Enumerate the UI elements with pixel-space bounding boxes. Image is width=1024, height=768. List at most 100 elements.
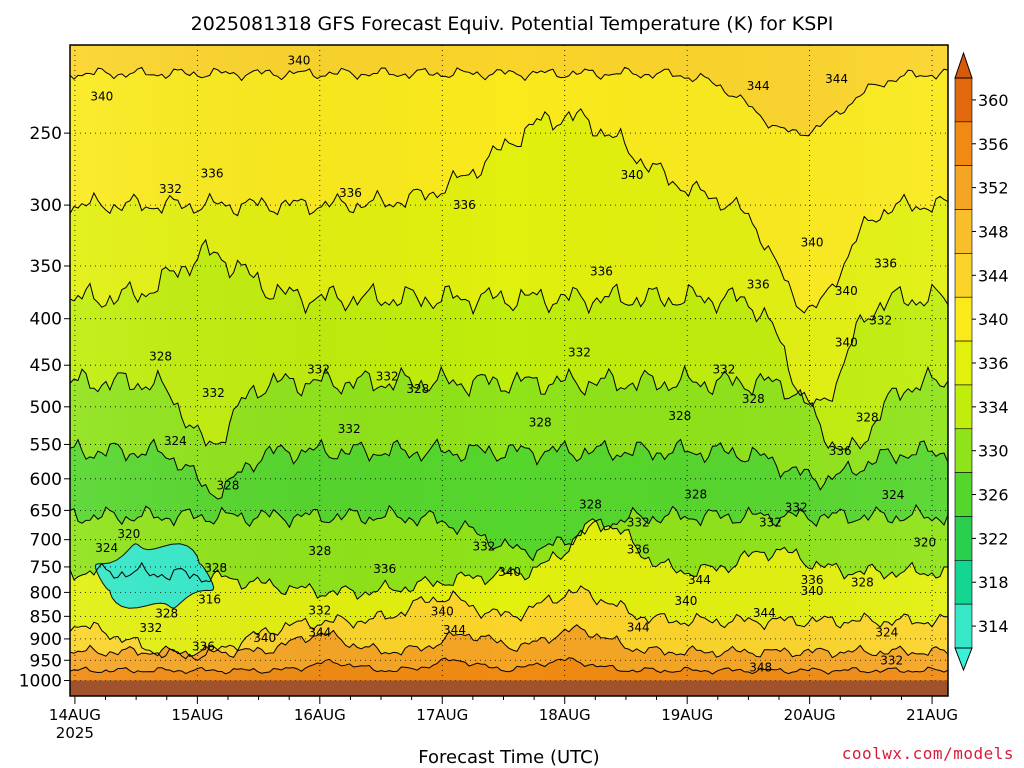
contour-label: 328 xyxy=(155,607,178,621)
contour-label: 336 xyxy=(874,257,897,271)
contour-label: 344 xyxy=(688,573,711,587)
contour-label: 340 xyxy=(801,236,824,250)
theta-e-bands xyxy=(70,45,948,696)
plot-area: 340 340 344 344 336 332 336 336 340 340 336 336 336 3… xyxy=(70,45,948,696)
contour-label: 340 xyxy=(253,631,276,645)
contour-label: 336 xyxy=(373,562,396,576)
colorbar: 360 356 352 348 344 340 336 334 330 326 322 318 314 xyxy=(954,51,1009,672)
colorbar-top-arrow xyxy=(954,51,973,79)
colorbar-swatch xyxy=(954,384,973,430)
contour-label: 320 xyxy=(117,527,140,541)
contour-label: 344 xyxy=(825,72,848,86)
gridlines xyxy=(70,45,948,696)
y-tick-label: 550 xyxy=(30,435,62,455)
contour-label: 332 xyxy=(202,386,225,400)
x-axis-label: Forecast Time (UTC) xyxy=(418,747,599,768)
y-tick-label: 600 xyxy=(30,470,62,490)
contour-label: 348 xyxy=(749,660,772,674)
contour-label: 320 xyxy=(913,535,936,549)
y-tick-label: 350 xyxy=(30,257,62,277)
colorbar-swatch xyxy=(954,516,973,561)
colorbar-swatch xyxy=(954,77,973,123)
contour-label: 340 xyxy=(90,90,113,104)
contour-label: 340 xyxy=(835,284,858,298)
contour-label: 336 xyxy=(201,167,224,181)
contour-label: 328 xyxy=(684,487,707,501)
contour-line xyxy=(70,438,948,500)
x-tick-sublabel: 2025 xyxy=(56,724,94,742)
contour-line xyxy=(70,585,948,661)
x-tick-label: 20AUG xyxy=(784,706,836,724)
contour-label: 328 xyxy=(406,382,429,396)
colorbar-tick-label: 360 xyxy=(978,91,1009,110)
contour-label: 340 xyxy=(674,594,697,608)
contour-label: 336 xyxy=(627,543,650,557)
contour-label: 328 xyxy=(856,411,879,425)
y-tick-label: 750 xyxy=(30,558,62,578)
contour-label: 324 xyxy=(95,541,118,555)
y-tick-label: 850 xyxy=(30,607,62,627)
contour-label: 332 xyxy=(308,604,331,618)
x-tick-label: 18AUG xyxy=(539,706,591,724)
contour-label: 340 xyxy=(498,565,521,579)
colorbar-swatch xyxy=(954,121,973,166)
contour-label: 332 xyxy=(880,653,903,667)
contour-label: 332 xyxy=(472,539,495,553)
contour-label: 340 xyxy=(801,584,824,598)
contour-label: 328 xyxy=(204,561,227,575)
y-tick-label: 1000 xyxy=(19,672,62,692)
contour-label: 328 xyxy=(579,497,602,511)
contour-lines xyxy=(70,66,948,675)
contour-label: 328 xyxy=(217,478,240,492)
chart-title: 2025081318 GFS Forecast Equiv. Potential… xyxy=(191,13,834,35)
colorbar-swatch xyxy=(954,253,973,298)
colorbar-tick-label: 336 xyxy=(978,354,1009,373)
contour-label: 324 xyxy=(875,625,898,639)
contour-label: 328 xyxy=(529,415,552,429)
x-tick-label: 21AUG xyxy=(906,706,958,724)
colorbar-swatch xyxy=(954,340,973,386)
x-tick-label: 14AUG xyxy=(49,706,101,724)
y-tick-label: 950 xyxy=(30,651,62,671)
contour-label: 328 xyxy=(149,349,172,363)
colorbar-swatch xyxy=(954,209,973,254)
y-tick-label: 650 xyxy=(30,501,62,521)
contour-label: 332 xyxy=(712,363,735,377)
contour-line xyxy=(70,364,948,450)
colorbar-tick-label: 334 xyxy=(978,398,1009,417)
contour-label: 344 xyxy=(753,606,776,620)
colorbar-swatch xyxy=(954,296,973,342)
contour-line xyxy=(70,657,948,675)
colorbar-tick-label: 326 xyxy=(978,486,1009,505)
contour-label: 328 xyxy=(851,575,874,589)
colorbar-tick-label: 322 xyxy=(978,529,1009,548)
contour-label: 336 xyxy=(339,186,362,200)
pressure-axis: 250 300 350 400 450 500 550 600 650 700 750 800 850 9… xyxy=(19,124,70,692)
contour-line xyxy=(70,503,948,562)
contour-label: 328 xyxy=(668,409,691,423)
contour-label: 332 xyxy=(159,182,182,196)
ground-below-surface xyxy=(70,680,948,696)
y-tick-label: 500 xyxy=(30,398,62,418)
contour-label: 332 xyxy=(139,621,162,635)
contour-label: 344 xyxy=(443,623,466,637)
contour-label: 340 xyxy=(835,336,858,350)
colorbar-tick-label: 348 xyxy=(978,222,1009,241)
contour-label: 328 xyxy=(742,392,765,406)
contour-label: 336 xyxy=(747,278,770,292)
contour-line xyxy=(70,624,948,659)
contour-label: 324 xyxy=(881,488,904,502)
contour-label: 344 xyxy=(308,625,331,639)
contour-label: 344 xyxy=(627,620,650,634)
contour-label: 340 xyxy=(621,168,644,182)
contour-label: 336 xyxy=(192,640,215,654)
contour-label: 332 xyxy=(785,500,808,514)
x-tick-label: 16AUG xyxy=(294,706,346,724)
contour-label: 324 xyxy=(164,434,187,448)
y-tick-label: 800 xyxy=(30,583,62,603)
contour-line xyxy=(70,66,948,137)
colorbar-tick-label: 314 xyxy=(978,617,1009,636)
contour-label: 332 xyxy=(759,515,782,529)
